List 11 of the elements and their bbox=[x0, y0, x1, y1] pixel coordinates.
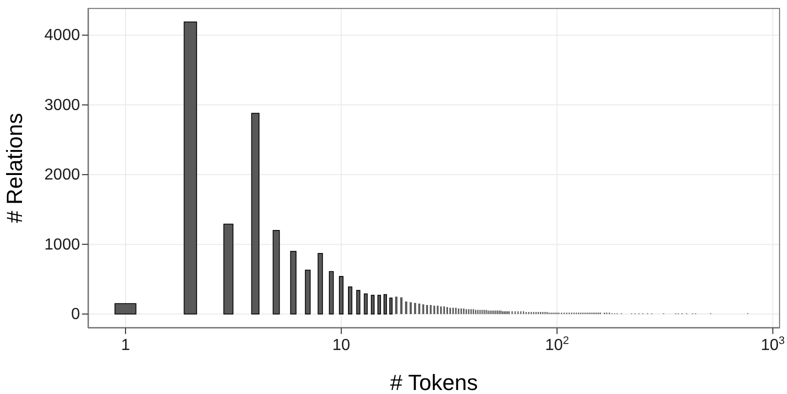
x-tick-label: 10$^{3}$ bbox=[760, 335, 785, 354]
x-tick-label: 10 bbox=[332, 337, 350, 354]
y-tick-label: 0 bbox=[71, 306, 80, 324]
y-axis-title: # Relations bbox=[2, 112, 27, 224]
y-tick-label: 4000 bbox=[44, 27, 80, 44]
x-axis-title: # Tokens bbox=[390, 370, 478, 394]
x-tick-label: 1 bbox=[121, 337, 130, 354]
y-tick-label: 2000 bbox=[44, 166, 80, 184]
y-tick-label: 1000 bbox=[44, 236, 80, 254]
y-tick-label: 3000 bbox=[44, 96, 80, 114]
x-tick-label: 10$^{2}$ bbox=[545, 335, 569, 354]
